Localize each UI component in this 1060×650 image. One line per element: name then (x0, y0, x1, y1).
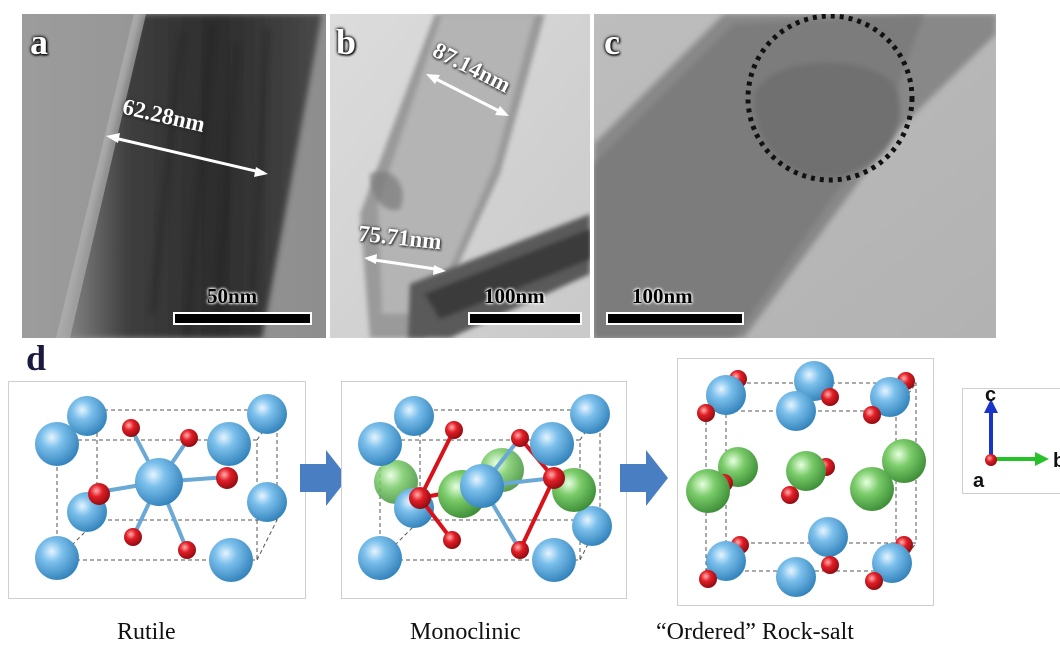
scale-bar-label-b: 100nm (484, 284, 545, 308)
crystal-axes-indicator: c b a (962, 384, 1060, 494)
transition-arrow-1 (300, 450, 348, 506)
highlight-circle (745, 14, 915, 183)
scale-bar-label-a: 50nm (207, 284, 258, 308)
caption-rutile: Rutile (117, 619, 176, 645)
panel-label-d: d (26, 338, 47, 378)
caption-monoclinic: Monoclinic (410, 619, 521, 645)
tem-image-a: a 62.28nm 50nm (22, 14, 326, 338)
panel-label-a: a (30, 22, 48, 62)
panel-label-c: c (604, 22, 620, 62)
axis-label-a: a (973, 470, 985, 492)
tem-image-b: b 87.14nm 75.71nm 100nm (330, 14, 590, 338)
measurement-arrow-a (106, 133, 268, 177)
panel-label-b: b (336, 22, 357, 62)
tem-image-c: c 100nm (594, 14, 996, 338)
measurement-arrows-b (364, 74, 509, 275)
scale-bar-label-c: 100nm (632, 284, 693, 308)
axis-label-c: c (985, 384, 997, 406)
structure-rutile (8, 381, 306, 599)
transition-arrow-2 (620, 450, 668, 506)
axis-label-b: b (1053, 450, 1060, 472)
structure-ordered-rock-salt (677, 358, 934, 606)
caption-ordered-rock-salt: “Ordered” Rock-salt (656, 619, 854, 645)
structure-monoclinic (341, 381, 627, 599)
